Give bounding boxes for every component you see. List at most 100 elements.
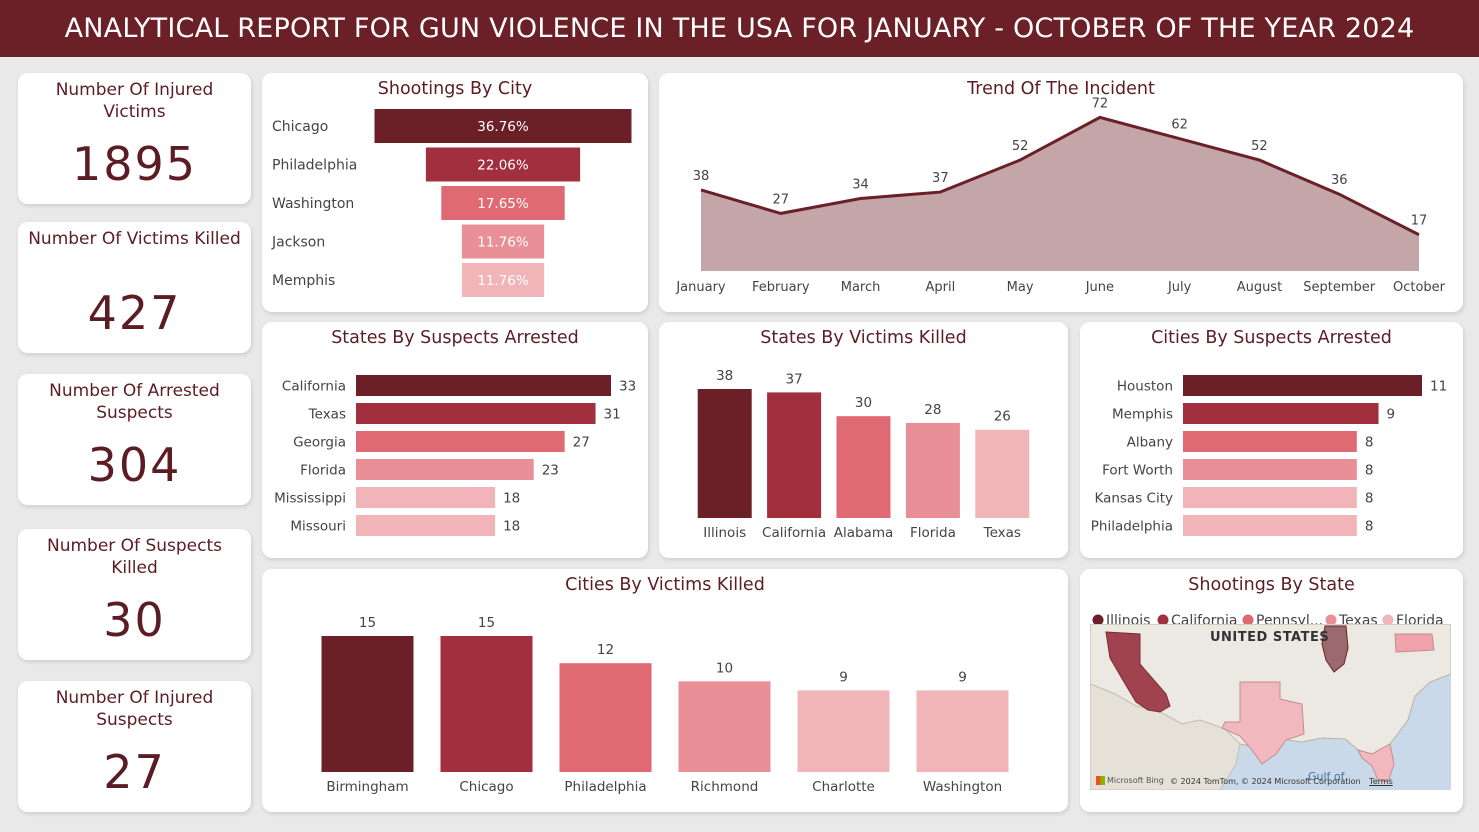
kpi-card-suspects-killed[interactable]: Number Of Suspects Killed 30	[18, 529, 251, 660]
trend-x-tick: May	[1007, 280, 1034, 295]
trend-card[interactable]: Trend Of The Incident 38 January 27 Februar…	[659, 73, 1463, 312]
kpi-title: Number Of Suspects Killed	[46, 536, 222, 578]
report-title: ANALYTICAL REPORT FOR GUN VIOLENCE IN TH…	[64, 13, 1415, 44]
bar-category-label: Alabama	[834, 525, 894, 541]
trend-data-label: 52	[1251, 139, 1268, 154]
funnel-bar[interactable]	[441, 186, 565, 220]
kpi-title: Number Of Victims Killed	[28, 229, 241, 249]
gulf-label: Gulf of	[1308, 770, 1345, 783]
chart-title: Trend Of The Incident	[967, 79, 1155, 99]
funnel-bar[interactable]	[461, 224, 545, 259]
trend-x-tick: July	[1167, 280, 1192, 295]
bar-data-label: 31	[604, 407, 621, 423]
trend-data-label: 34	[852, 177, 869, 192]
legend-marker	[1157, 614, 1169, 626]
texas-shape	[1221, 681, 1305, 765]
cities-victims-killed-card[interactable]: Cities By Victims Killed 15 Birmingham 15 C…	[262, 569, 1068, 812]
chart-title: Cities By Suspects Arrested	[1151, 328, 1392, 348]
funnel-bar[interactable]	[425, 147, 581, 182]
bar-data-label: 28	[924, 402, 941, 418]
kpi-card-arrested-suspects[interactable]: Number Of Arrested Suspects 304	[18, 374, 251, 505]
funnel-data-label: 22.06%	[477, 158, 529, 174]
country-label: UNITED STATES	[1210, 630, 1330, 645]
kpi-value: 30	[103, 593, 166, 647]
kpi-card-injured-victims[interactable]: Number Of Injured Victims 1895	[18, 73, 251, 204]
bing-logo: Microsoft Bing	[1096, 776, 1164, 785]
bar-category-label: Florida	[910, 525, 956, 541]
cities-suspects-arrested-card[interactable]: Cities By Suspects Arrested Houston 11 Mem…	[1080, 322, 1463, 558]
states-victims-killed-card[interactable]: States By Victims Killed 38 Illinois 37 Cal…	[659, 322, 1068, 558]
bar-category-label: Charlotte	[812, 779, 875, 795]
bar-category-label: Fort Worth	[1102, 463, 1173, 479]
bar[interactable]	[797, 690, 890, 772]
shootings-by-city-chart: Chicago 36.76% Philadelphia 22.06% Washingto…	[271, 109, 632, 297]
trend-chart: 38 January 27 February 34 March 37 April 52 May 72…	[675, 96, 1445, 295]
trend-line[interactable]	[700, 115, 1420, 237]
bar-data-label: 8	[1365, 491, 1374, 507]
bar[interactable]	[1183, 487, 1357, 508]
funnel-data-label: 11.76%	[477, 235, 529, 251]
bar[interactable]	[975, 429, 1030, 518]
bar[interactable]	[356, 487, 496, 508]
bar[interactable]	[1183, 431, 1357, 452]
california-shape	[1105, 631, 1171, 713]
bar[interactable]	[1183, 375, 1422, 396]
bar[interactable]	[356, 375, 611, 396]
bar[interactable]	[356, 515, 496, 536]
bar-category-label: Illinois	[703, 525, 746, 541]
funnel-category-label: Memphis	[272, 273, 335, 289]
funnel-bar[interactable]	[374, 109, 632, 143]
funnel-category-label: Philadelphia	[272, 158, 357, 174]
bar[interactable]	[321, 636, 414, 772]
kpi-value: 304	[87, 438, 182, 492]
bar[interactable]	[440, 636, 533, 772]
bar[interactable]	[767, 392, 822, 518]
bar[interactable]	[697, 389, 752, 518]
legend-marker	[1092, 614, 1104, 626]
bar[interactable]	[836, 416, 891, 518]
trend-data-label: 37	[932, 171, 949, 186]
states-victims-killed-chart: 38 Illinois 37 California 30 Alabama 28 Florida…	[697, 368, 1030, 541]
bar-category-label: Albany	[1127, 435, 1173, 451]
kpi-value: 27	[103, 745, 166, 799]
bar[interactable]	[356, 431, 565, 452]
terms-link[interactable]: Terms	[1369, 777, 1393, 786]
bar-category-label: Texas	[308, 407, 346, 423]
states-suspects-arrested-card[interactable]: States By Suspects Arrested California 33…	[262, 322, 648, 558]
bar-data-label: 18	[503, 491, 520, 507]
bar[interactable]	[1183, 459, 1357, 480]
bar-data-label: 12	[597, 642, 614, 658]
funnel-bar[interactable]	[461, 263, 545, 297]
us-map[interactable]: UNITED STATES Gulf of Microsoft Bing © 2…	[1090, 624, 1451, 790]
bar-data-label: 15	[478, 615, 495, 631]
bar-data-label: 23	[542, 463, 559, 479]
map-shapes	[1090, 624, 1451, 790]
bar[interactable]	[356, 459, 534, 480]
trend-x-tick: January	[675, 280, 726, 295]
bar-data-label: 27	[573, 435, 590, 451]
bar-category-label: Birmingham	[326, 779, 408, 795]
chart-title: Shootings By State	[1188, 575, 1355, 595]
bar[interactable]	[905, 422, 960, 518]
trend-x-tick: February	[752, 280, 810, 295]
kpi-card-injured-suspects[interactable]: Number Of Injured Suspects 27	[18, 681, 251, 812]
shootings-by-city-card[interactable]: Shootings By City Chicago 36.76% Philadelp…	[262, 73, 648, 312]
bar[interactable]	[559, 663, 652, 772]
bar[interactable]	[356, 403, 596, 424]
bar[interactable]	[916, 690, 1009, 772]
bar-data-label: 9	[839, 669, 848, 685]
bar-data-label: 9	[958, 669, 967, 685]
shootings-by-state-card[interactable]: Shootings By State Illinois California Pen…	[1080, 569, 1463, 812]
kpi-card-victims-killed[interactable]: Number Of Victims Killed 427	[18, 222, 251, 353]
bar[interactable]	[678, 681, 771, 772]
kpi-title: Number Of Injured Suspects	[55, 688, 214, 730]
report-header: ANALYTICAL REPORT FOR GUN VIOLENCE IN TH…	[0, 0, 1479, 57]
bar[interactable]	[1183, 403, 1379, 424]
bar-category-label: Houston	[1117, 379, 1173, 395]
trend-data-label: 52	[1012, 139, 1029, 154]
funnel-category-label: Jackson	[271, 235, 325, 251]
bar-data-label: 26	[994, 409, 1011, 425]
bar[interactable]	[1183, 515, 1357, 536]
funnel-data-label: 17.65%	[477, 196, 529, 212]
trend-area	[701, 117, 1419, 272]
